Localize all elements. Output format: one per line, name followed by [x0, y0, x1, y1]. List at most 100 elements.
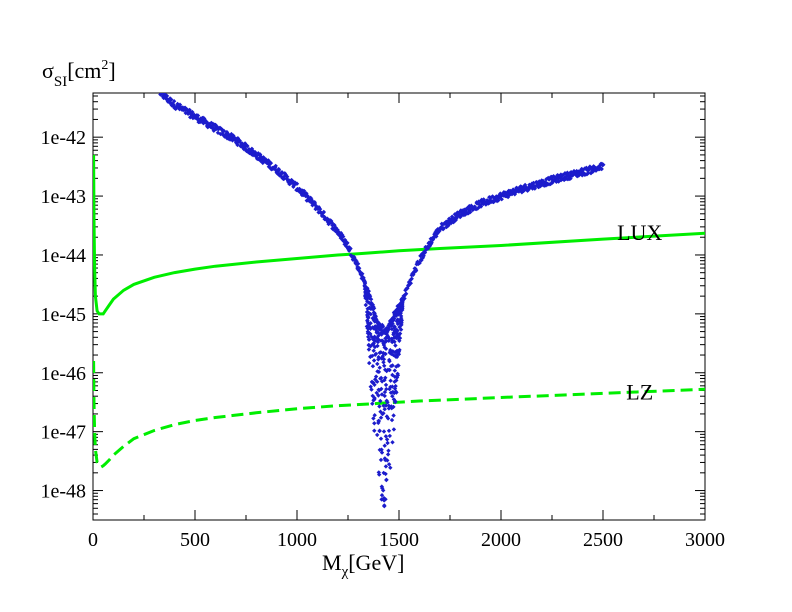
- scan-point-dip: [370, 364, 376, 369]
- scan-point-dip: [389, 351, 394, 357]
- scan-point-dip: [368, 384, 373, 389]
- scan-point-dip: [367, 324, 372, 329]
- scan-point-dip: [391, 413, 396, 418]
- scan-point: [321, 209, 326, 215]
- scan-point-dip: [382, 443, 387, 448]
- scan-point-dip: [378, 398, 383, 404]
- scan-point: [577, 168, 583, 174]
- scan-point-dip: [377, 388, 382, 393]
- scan-point-dip: [373, 352, 378, 357]
- scan-point: [588, 170, 594, 176]
- scan-point: [409, 276, 414, 281]
- scan-point-dip: [389, 406, 394, 411]
- scan-point-dip: [386, 428, 392, 433]
- scan-point: [576, 173, 581, 178]
- minor-ticks: [93, 93, 705, 520]
- scan-point-dip: [383, 382, 389, 388]
- scan-point: [555, 176, 561, 181]
- scan-point-dip: [387, 336, 392, 341]
- scan-point: [162, 93, 168, 97]
- scan-point-dip: [387, 386, 392, 392]
- scan-point-dip: [381, 360, 386, 365]
- scan-point-dip: [370, 316, 375, 321]
- scan-point-dip: [365, 313, 370, 318]
- scan-point-dip: [363, 293, 368, 299]
- scan-point-dip: [372, 313, 377, 318]
- x-tick-label: 1500: [379, 529, 419, 551]
- scan-point: [536, 184, 541, 190]
- scan-point-dip: [386, 448, 391, 453]
- scan-point: [403, 291, 409, 296]
- scan-point-dip: [399, 320, 404, 325]
- scan-point-dip: [385, 367, 391, 372]
- scan-point: [564, 174, 569, 179]
- scan-point-dip: [393, 343, 398, 348]
- scan-point-dip: [393, 354, 398, 359]
- scan-point: [597, 163, 603, 168]
- scan-point: [566, 172, 571, 178]
- scan-point-dip: [384, 414, 390, 419]
- scan-point-dip: [376, 357, 381, 362]
- scan-point: [468, 209, 473, 215]
- scan-point: [599, 166, 604, 172]
- scan-point: [199, 118, 204, 123]
- scan-point-dip: [398, 313, 404, 319]
- y-axis-label-main: σ: [42, 58, 54, 83]
- scan-point: [197, 119, 203, 125]
- scan-point: [408, 281, 413, 286]
- y-tick-label: 1e-43: [40, 186, 86, 208]
- scan-point: [221, 128, 227, 134]
- scan-point-dip: [365, 288, 370, 293]
- scan-point-dip: [389, 417, 395, 423]
- scan-point: [202, 117, 208, 123]
- scan-point-dip: [381, 495, 387, 501]
- scan-point: [532, 186, 537, 191]
- scan-point: [171, 99, 177, 104]
- scan-point: [360, 271, 365, 276]
- scan-point: [167, 98, 172, 103]
- scan-point-dip: [373, 377, 378, 382]
- scan-point: [380, 324, 386, 329]
- scan-point-dip: [365, 320, 371, 326]
- scan-point-dip: [376, 337, 381, 342]
- scan-point-dip: [366, 342, 371, 348]
- scan-point-dip: [372, 413, 377, 418]
- y-tick-label: 1e-45: [40, 304, 86, 326]
- scan-point: [581, 170, 586, 176]
- scan-point-dip: [382, 407, 387, 412]
- scan-point-dip: [372, 319, 377, 324]
- scan-point-dip: [386, 406, 392, 411]
- scan-point-dip: [382, 503, 387, 508]
- scan-point-dip: [384, 386, 389, 392]
- scan-point-dip: [380, 411, 385, 417]
- scan-point: [177, 102, 183, 107]
- scan-point: [488, 195, 494, 200]
- scan-point-dip: [386, 327, 391, 332]
- scan-point-dip: [390, 321, 395, 326]
- scan-point-dip: [362, 284, 368, 289]
- scan-point-dip: [390, 440, 395, 445]
- scan-point-dip: [367, 295, 372, 300]
- scan-point: [494, 194, 499, 199]
- scan-point-dip: [377, 365, 382, 370]
- scan-point-dip: [364, 309, 370, 315]
- scan-point-dip: [375, 343, 380, 349]
- scan-point-dip: [372, 382, 377, 387]
- scan-point-dip: [387, 357, 392, 363]
- scan-point-dip: [376, 393, 381, 398]
- scan-point-dip: [386, 403, 391, 408]
- scan-point-dip: [396, 363, 401, 368]
- scan-point-dip: [372, 428, 377, 433]
- scan-point-dip: [381, 350, 386, 356]
- scan-point-dip: [375, 369, 380, 374]
- scan-point-dip: [385, 400, 390, 405]
- scan-point-dip: [379, 450, 385, 455]
- scan-point: [453, 217, 458, 223]
- scan-point-dip: [396, 352, 402, 357]
- scan-point: [298, 190, 304, 196]
- annotations: LUX LZ: [617, 220, 662, 404]
- scan-point-dip: [383, 346, 389, 351]
- scan-point-dip: [391, 316, 397, 321]
- scan-point: [550, 179, 555, 184]
- scan-point-dip: [383, 367, 388, 372]
